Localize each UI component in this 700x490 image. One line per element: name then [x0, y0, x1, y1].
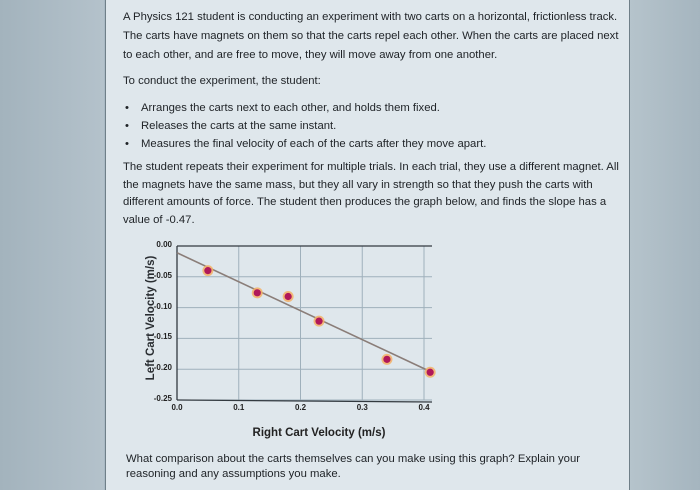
- x-tick-label: 0.4: [418, 403, 430, 412]
- x-tick-label: 0.3: [356, 403, 368, 412]
- data-point: [315, 317, 323, 325]
- x-axis-label: Right Cart Velocity (m/s): [252, 427, 386, 439]
- photo-bezel-right: [628, 0, 700, 490]
- question-prompt: What comparison about the carts themselv…: [126, 453, 580, 480]
- x-tick-label: 0.0: [171, 403, 183, 412]
- data-point: [284, 292, 292, 301]
- plot-area: [176, 245, 436, 403]
- procedure-step: Arranges the carts next to each other, a…: [123, 99, 623, 117]
- y-tick-label: -0.10: [153, 301, 172, 311]
- question-panel: A Physics 121 student is conducting an e…: [105, 0, 630, 490]
- y-tick-label: -0.20: [153, 363, 172, 373]
- data-point: [253, 289, 261, 297]
- procedure-step: Measures the final velocity of each of t…: [123, 135, 623, 153]
- x-tick-label: 0.2: [294, 403, 307, 412]
- data-point: [426, 368, 434, 376]
- photo-bezel-left: [0, 0, 104, 490]
- x-tick-label: 0.1: [233, 403, 245, 412]
- y-tick-label: -0.15: [153, 332, 172, 342]
- data-point: [204, 267, 212, 275]
- intro-paragraph: A Physics 121 student is conducting an e…: [123, 11, 619, 61]
- data-point: [383, 355, 391, 363]
- y-tick-label: -0.25: [153, 394, 172, 403]
- y-axis-label: Left Cart Velocity (m/s): [145, 255, 157, 381]
- y-tick-label: 0.00: [156, 240, 172, 249]
- procedure-steps: Arranges the carts next to each other, a…: [123, 99, 623, 153]
- trendline: [176, 252, 431, 373]
- procedure-lead: To conduct the experiment, the student:: [123, 75, 321, 87]
- procedure-step: Releases the carts at the same instant.: [123, 117, 623, 135]
- y-tick-label: -0.05: [153, 270, 172, 280]
- trials-paragraph: The student repeats their experiment for…: [123, 161, 619, 226]
- x-axis-line: [176, 399, 433, 403]
